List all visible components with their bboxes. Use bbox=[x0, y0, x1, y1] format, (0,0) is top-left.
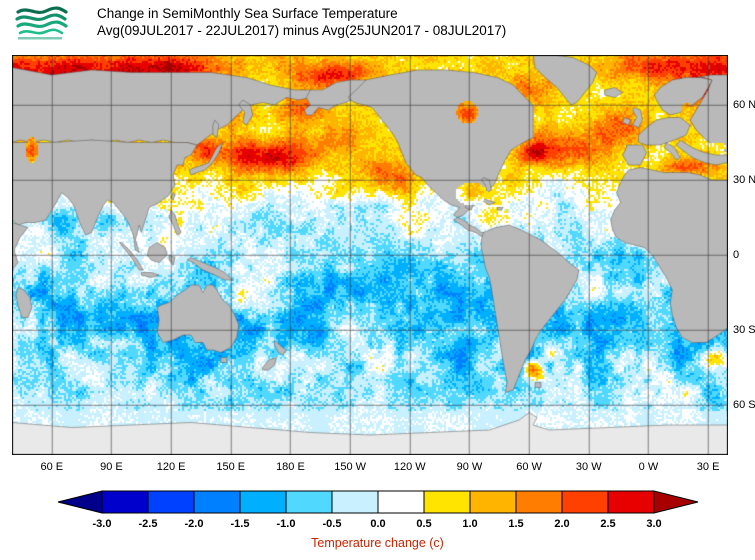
lat-tick-label: 30 S bbox=[733, 324, 755, 336]
lon-tick-label: 30 E bbox=[696, 461, 720, 473]
colorbar-tick-label: -2.0 bbox=[184, 518, 204, 530]
lon-tick-label: 180 E bbox=[276, 461, 305, 473]
lat-tick-label: 30 N bbox=[733, 174, 755, 186]
lon-tick-label: 60 W bbox=[516, 461, 542, 473]
colorbar bbox=[57, 490, 699, 514]
lon-tick-label: 120 E bbox=[156, 461, 186, 473]
agency-wave-logo bbox=[15, 6, 68, 40]
lon-tick-label: 60 E bbox=[40, 461, 64, 473]
colorbar-tick-label: -3.0 bbox=[92, 518, 112, 530]
lon-tick-label: 0 W bbox=[638, 461, 659, 473]
colorbar-caption: Temperature change (c) bbox=[311, 536, 444, 550]
colorbar-tick-label: -0.5 bbox=[322, 518, 342, 530]
lon-tick-label: 90 W bbox=[456, 461, 483, 473]
figure-subtitle: Avg(09JUL2017 - 22JUL2017) minus Avg(25J… bbox=[97, 23, 507, 38]
lon-tick-label: 150 W bbox=[334, 461, 367, 473]
lon-tick-label: 120 W bbox=[393, 461, 426, 473]
colorbar-tick-label: 0.0 bbox=[370, 518, 386, 530]
figure-title: Change in SemiMonthly Sea Surface Temper… bbox=[97, 6, 398, 21]
colorbar-tick-label: -1.5 bbox=[230, 518, 250, 530]
lat-tick-label: 60 S bbox=[733, 399, 755, 411]
lon-tick-label: 90 E bbox=[100, 461, 123, 473]
lat-tick-label: 0 bbox=[733, 249, 740, 261]
colorbar-tick-label: 1.0 bbox=[462, 518, 478, 530]
lon-tick-label: 30 W bbox=[575, 461, 602, 473]
colorbar-tick-label: 0.5 bbox=[416, 518, 432, 530]
lat-tick-label: 60 N bbox=[733, 99, 755, 111]
colorbar-tick-label: -1.0 bbox=[276, 518, 296, 530]
colorbar-tick-label: 2.0 bbox=[554, 518, 570, 530]
colorbar-tick-label: 1.5 bbox=[508, 518, 524, 530]
colorbar-tick-label: 2.5 bbox=[600, 518, 616, 530]
colorbar-tick-label: 3.0 bbox=[646, 518, 662, 530]
lon-tick-label: 150 E bbox=[216, 461, 246, 473]
colorbar-tick-label: -2.5 bbox=[138, 518, 158, 530]
sst-anomaly-map bbox=[12, 55, 728, 455]
